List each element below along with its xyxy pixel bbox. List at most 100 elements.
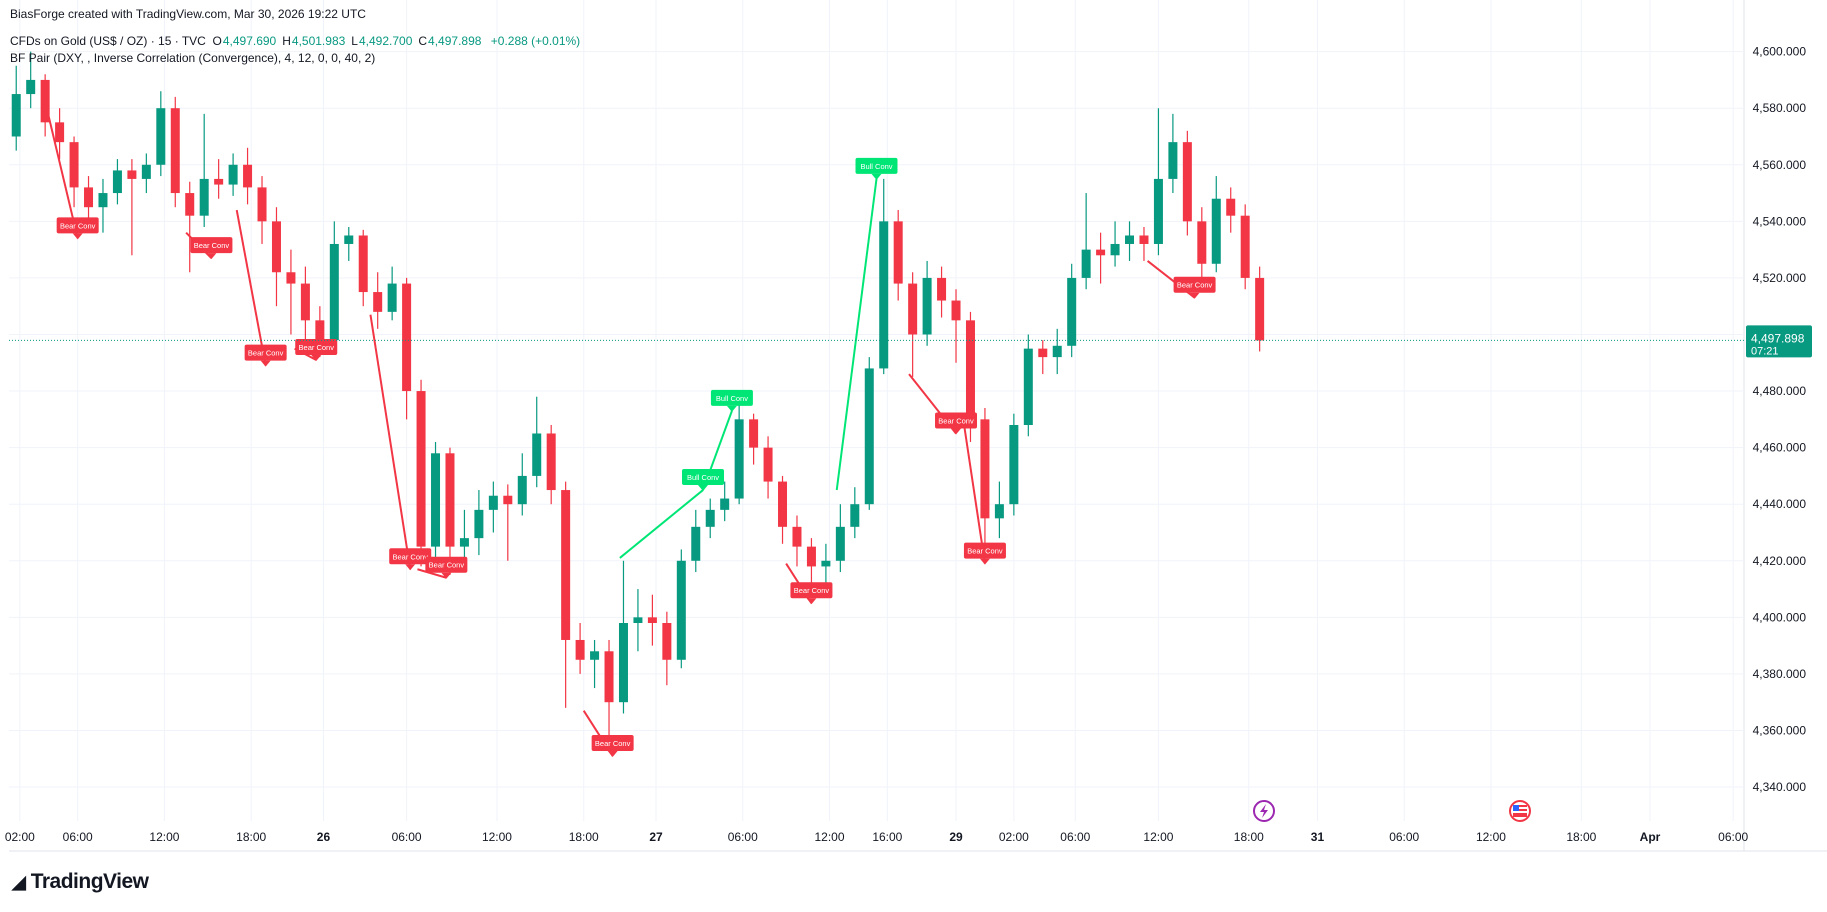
candle-body: [720, 498, 730, 510]
signal-label: Bear Conv: [248, 349, 284, 358]
signal-label: Bear Conv: [1177, 281, 1213, 290]
candle-body: [1139, 235, 1149, 244]
candle-body: [705, 509, 715, 527]
candle-body: [300, 283, 310, 321]
ohlc-key: L: [351, 34, 358, 48]
ohlc-key: H: [282, 34, 291, 48]
y-tick-label: 4,340.000: [1753, 780, 1807, 794]
candle-body: [474, 509, 484, 539]
candle-body: [1255, 277, 1265, 341]
signal-pointer: [72, 233, 83, 240]
x-tick-label: 06:00: [392, 830, 422, 844]
signal-label: Bear Conv: [938, 416, 974, 425]
x-tick-label: 02:00: [5, 830, 35, 844]
candle-body: [257, 187, 267, 222]
signal-label: Bear Conv: [429, 561, 465, 570]
signal-pointer: [206, 253, 217, 260]
candle-body: [431, 453, 441, 547]
candle-body: [1226, 198, 1236, 216]
candle-body: [1081, 249, 1091, 278]
candle-body: [156, 108, 166, 165]
signal-label: Bear Conv: [794, 586, 830, 595]
ohlc-value: 4,497.898: [428, 34, 482, 48]
signal-label: Bear Conv: [60, 221, 96, 230]
candle-body: [315, 320, 325, 341]
x-tick-label: 06:00: [63, 830, 93, 844]
x-tick-label: 06:00: [1389, 830, 1419, 844]
x-tick-label: 18:00: [1234, 830, 1264, 844]
x-tick-label: Apr: [1640, 830, 1661, 844]
signal-line: [962, 419, 986, 564]
event-icon: [1253, 800, 1275, 822]
signal-pointer: [405, 564, 416, 571]
candle-body: [749, 419, 759, 448]
candle-body: [604, 651, 614, 703]
candle-body: [734, 419, 744, 499]
signal-box: [244, 344, 287, 361]
y-tick-label: 4,540.000: [1753, 214, 1807, 228]
x-tick-label: 29: [949, 830, 963, 844]
candle-body: [416, 391, 426, 547]
candle-body: [546, 433, 556, 491]
candle-body: [445, 453, 455, 547]
candle-body: [1067, 277, 1077, 346]
candle-body: [1125, 235, 1135, 244]
signal-line: [835, 178, 878, 491]
candle-body: [69, 142, 79, 188]
signal-pointer: [951, 428, 962, 435]
y-tick-label: 4,560.000: [1753, 158, 1807, 172]
signal-line: [619, 489, 704, 559]
last-price-box: [1746, 325, 1812, 358]
candle-body: [864, 368, 874, 505]
x-tick-label: 12:00: [1143, 830, 1173, 844]
ohlc-value: 4,492.700: [358, 34, 413, 48]
signal-label: Bear Conv: [595, 739, 631, 748]
symbol: CFDs on Gold (US$ / OZ) · 15 · TVC: [10, 34, 206, 48]
y-tick-label: 4,420.000: [1753, 554, 1807, 568]
signal-box: [682, 469, 724, 486]
candle-body: [243, 164, 253, 188]
signal-line: [235, 209, 267, 366]
candle-body: [951, 300, 961, 321]
x-tick-label: 06:00: [1060, 830, 1090, 844]
candle-body: [821, 560, 831, 567]
brand: ◢ TradingView: [12, 870, 149, 893]
signal-label: Bull Conv: [860, 162, 892, 171]
signal-pointer: [871, 173, 882, 180]
signal-pointer: [441, 572, 452, 579]
candle-body: [618, 623, 628, 703]
signal-label: Bull Conv: [716, 394, 748, 403]
y-tick-label: 4,460.000: [1753, 441, 1807, 455]
x-tick-label: 31: [1311, 830, 1325, 844]
signal-pointer: [806, 598, 817, 605]
signal-box: [190, 237, 233, 254]
ohlc: O4,497.690 H4,501.983 L4,492.700 C4,497.898: [213, 34, 488, 48]
attribution: BiasForge created with TradingView.com, …: [10, 7, 366, 21]
candle-body: [662, 623, 672, 660]
candle-body: [1240, 215, 1250, 278]
candle-body: [676, 560, 686, 660]
signal-box: [591, 734, 634, 751]
candle-body: [199, 178, 209, 216]
candle-body: [141, 164, 151, 179]
us-event-icon: [1509, 800, 1531, 822]
x-tick-label: 06:00: [1718, 830, 1748, 844]
candle-body: [980, 419, 990, 519]
ohlc-key: C: [418, 34, 428, 48]
candle-body: [937, 277, 947, 301]
candle-body: [185, 193, 195, 216]
y-tick-label: 4,400.000: [1753, 610, 1807, 624]
signal-box: [855, 157, 898, 174]
y-tick-label: 4,600.000: [1753, 45, 1807, 59]
candle-body: [459, 538, 469, 547]
candle-body: [893, 221, 903, 284]
candle-body: [1023, 348, 1033, 425]
signal-label: Bear Conv: [194, 241, 230, 250]
candle-body: [84, 187, 94, 208]
candle-body: [647, 617, 657, 623]
signal-pointer: [607, 750, 618, 757]
candle-body: [1168, 142, 1178, 179]
signal-box: [56, 217, 99, 234]
signal-box: [389, 548, 432, 565]
